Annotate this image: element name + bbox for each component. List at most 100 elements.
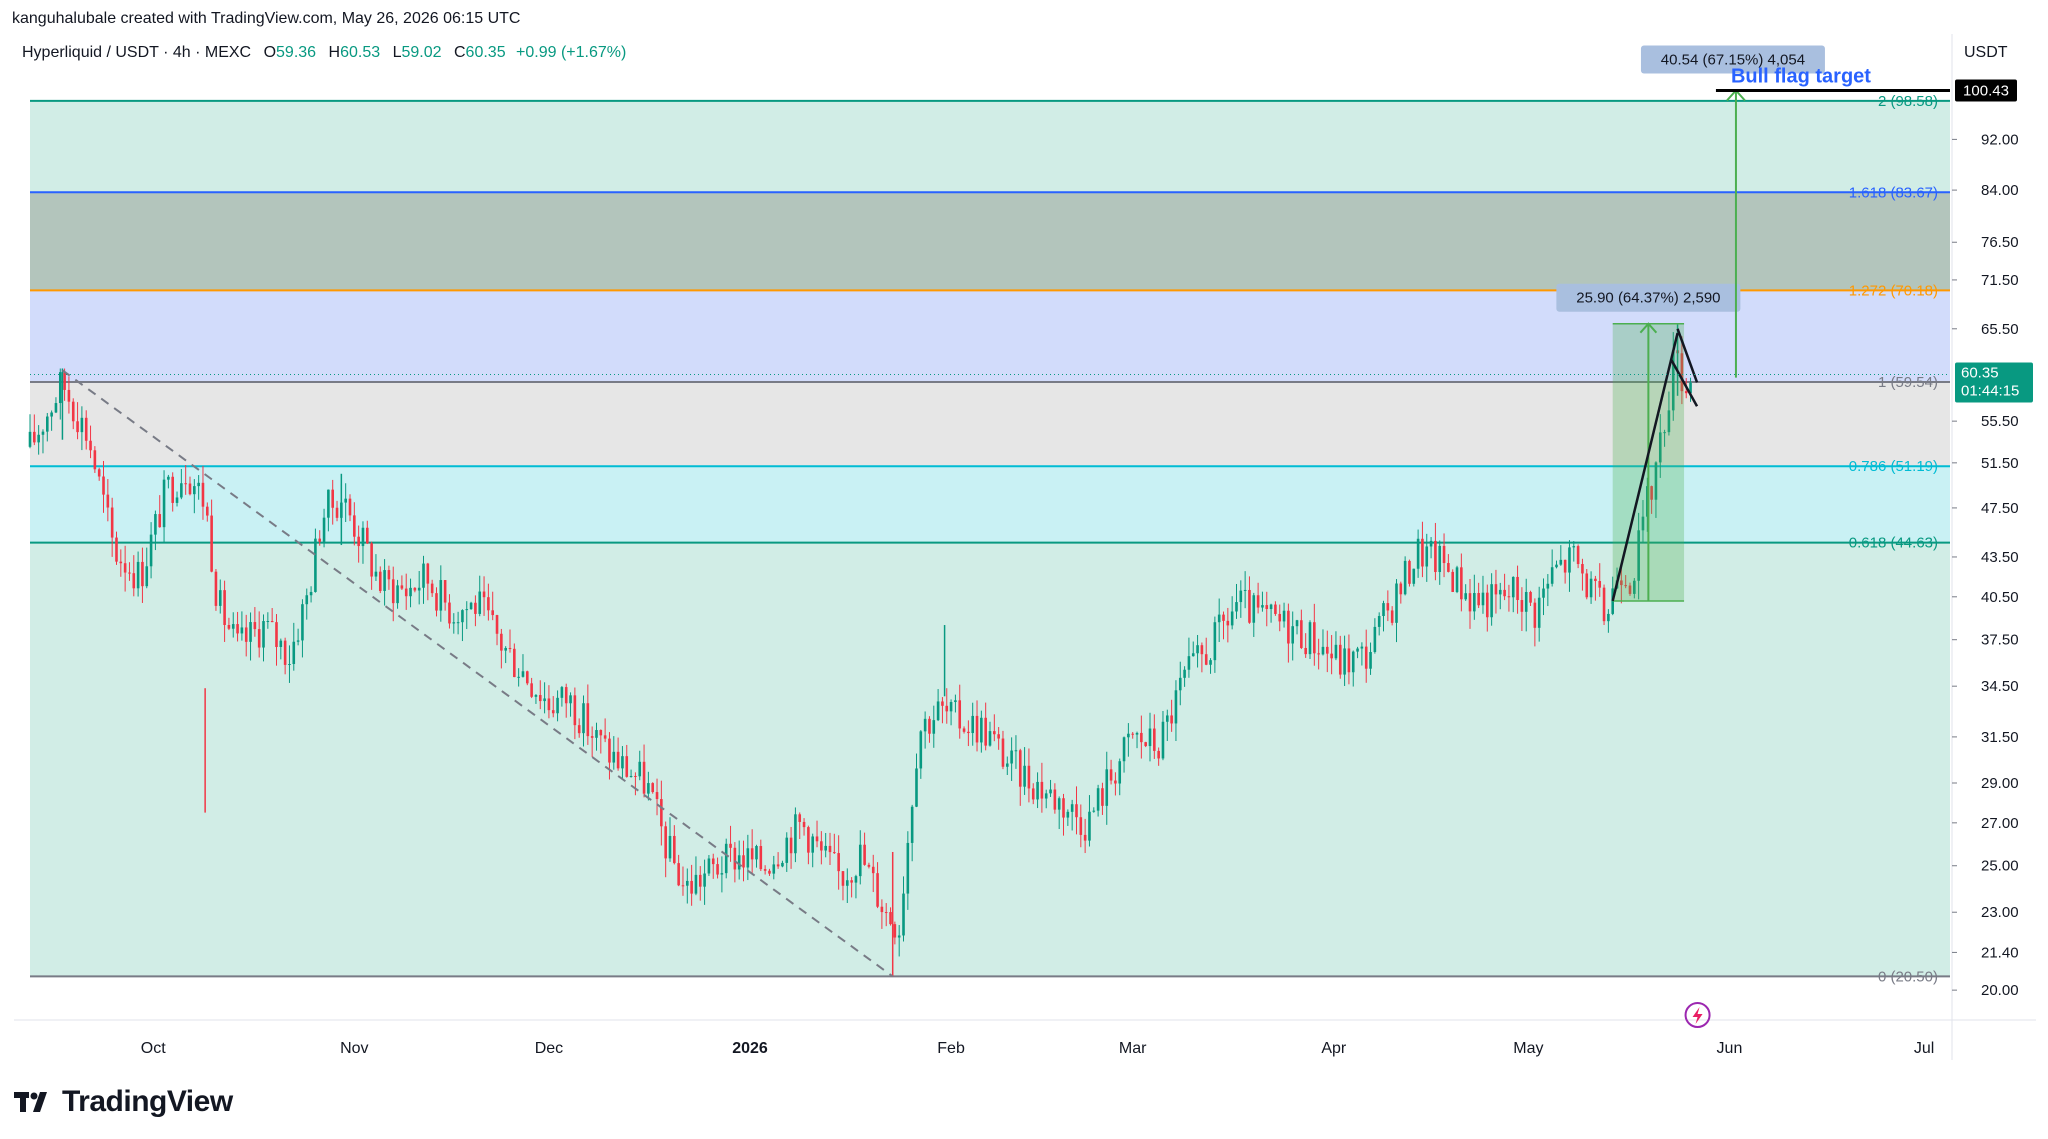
price-tick-label: 25.00 bbox=[1981, 858, 2019, 875]
candle-body bbox=[1507, 596, 1511, 598]
candle-body bbox=[353, 515, 356, 537]
candle-body bbox=[158, 514, 162, 528]
candle-body bbox=[1044, 793, 1048, 799]
candle-body bbox=[668, 835, 672, 859]
candle-body bbox=[128, 572, 131, 574]
candle-body bbox=[794, 814, 797, 854]
candle-body bbox=[508, 647, 512, 649]
candle-body bbox=[1516, 576, 1519, 601]
candle-body bbox=[997, 734, 1000, 739]
candle-body bbox=[1412, 568, 1416, 584]
candle-body bbox=[750, 848, 754, 860]
candle-body bbox=[1122, 737, 1126, 762]
candle-body bbox=[180, 483, 183, 498]
candle-body bbox=[1330, 653, 1333, 659]
candle-body bbox=[197, 482, 200, 487]
candle-body bbox=[677, 863, 680, 886]
candle-body bbox=[452, 622, 456, 624]
candle-body bbox=[586, 703, 590, 737]
candle-body bbox=[387, 570, 391, 580]
candle-body bbox=[97, 469, 101, 477]
candle-body bbox=[1455, 567, 1459, 592]
candle-body bbox=[923, 718, 927, 732]
low-value: 59.02 bbox=[401, 44, 442, 61]
candle-body bbox=[1105, 769, 1109, 806]
candle-body bbox=[984, 717, 987, 746]
change-value: +0.99 (+1.67%) bbox=[516, 44, 627, 61]
candle-body bbox=[1351, 651, 1355, 673]
candle-body bbox=[1464, 593, 1467, 600]
tradingview-logo[interactable]: TradingView bbox=[14, 1085, 233, 1119]
candle-body bbox=[1148, 728, 1152, 747]
candle-body bbox=[569, 695, 572, 704]
candle-body bbox=[439, 580, 443, 611]
candle-body bbox=[1014, 750, 1018, 752]
candle-body bbox=[681, 885, 685, 887]
candle-body bbox=[1005, 763, 1009, 767]
candle-body bbox=[210, 515, 213, 572]
price-axis[interactable]: 92.00 84.00 76.50 71.50 65.50 55.50 51.50 47.50… bbox=[1952, 79, 2033, 1000]
candle-body bbox=[1036, 781, 1039, 800]
candle-body bbox=[1304, 647, 1307, 655]
candle-body bbox=[1226, 620, 1230, 626]
candle-body bbox=[941, 701, 944, 706]
last-price-countdown: 01:44:15 bbox=[1961, 382, 2019, 399]
candle-body bbox=[1321, 646, 1325, 655]
measure-label: 25.90 (64.37%) 2,590 bbox=[1576, 290, 1720, 307]
candle-body bbox=[590, 736, 594, 738]
candle-body bbox=[154, 514, 157, 535]
tradingview-logo-icon bbox=[14, 1092, 47, 1112]
candle-body bbox=[1170, 715, 1173, 724]
candle-body bbox=[1295, 620, 1299, 627]
candle-body bbox=[789, 837, 793, 854]
candle-body bbox=[1135, 732, 1139, 735]
candle-body bbox=[1325, 646, 1329, 654]
lightning-icon bbox=[1684, 1002, 1711, 1028]
candle-body bbox=[50, 412, 53, 417]
candle-body bbox=[1628, 585, 1632, 594]
candle-body bbox=[257, 629, 261, 648]
candle-body bbox=[1650, 486, 1653, 500]
candle-body bbox=[227, 624, 231, 629]
candle-body bbox=[115, 537, 118, 562]
price-tick-label: 29.00 bbox=[1981, 775, 2019, 792]
candle-body bbox=[802, 821, 806, 828]
last-price-badge bbox=[1955, 362, 2033, 403]
candle-body bbox=[1680, 353, 1684, 392]
candle-body bbox=[1230, 611, 1234, 626]
candle-body bbox=[465, 609, 469, 611]
candle-body bbox=[603, 735, 607, 739]
candle-body bbox=[318, 538, 322, 542]
time-axis[interactable]: Oct Nov Dec 2026 Feb Mar Apr May Jun Jul bbox=[141, 1040, 1934, 1057]
candle-body bbox=[685, 880, 689, 886]
candle-body bbox=[1070, 804, 1074, 812]
candle-body bbox=[980, 717, 983, 743]
candle-body bbox=[534, 695, 538, 697]
candle-body bbox=[1663, 432, 1666, 434]
currency-unit[interactable]: USDT bbox=[1964, 44, 2008, 61]
candle-body bbox=[837, 853, 840, 872]
candle-body bbox=[435, 593, 438, 611]
candle-body bbox=[1589, 578, 1593, 598]
candle-body bbox=[1248, 589, 1251, 623]
candle-body bbox=[1235, 602, 1238, 612]
candle-body bbox=[283, 640, 287, 665]
symbol-legend[interactable]: Hyperliquid / USDT · 4h · MEXC O59.36 H6… bbox=[22, 44, 626, 62]
candle-body bbox=[288, 664, 291, 666]
candle-body bbox=[448, 602, 451, 624]
candle-body bbox=[902, 893, 905, 936]
flag-lower-line bbox=[1669, 358, 1699, 407]
tradingview-wordmark: TradingView bbox=[62, 1085, 233, 1118]
candle-body bbox=[136, 561, 140, 589]
candle-body bbox=[478, 591, 482, 614]
candle-body bbox=[729, 843, 732, 848]
candle-body bbox=[781, 862, 784, 867]
candle-body bbox=[1213, 622, 1217, 661]
candle-body bbox=[279, 640, 283, 648]
candle-body bbox=[521, 671, 525, 677]
candle-body bbox=[1062, 798, 1065, 818]
candle-body bbox=[348, 498, 352, 516]
candle-body bbox=[1109, 769, 1113, 781]
candle-body bbox=[335, 507, 339, 518]
